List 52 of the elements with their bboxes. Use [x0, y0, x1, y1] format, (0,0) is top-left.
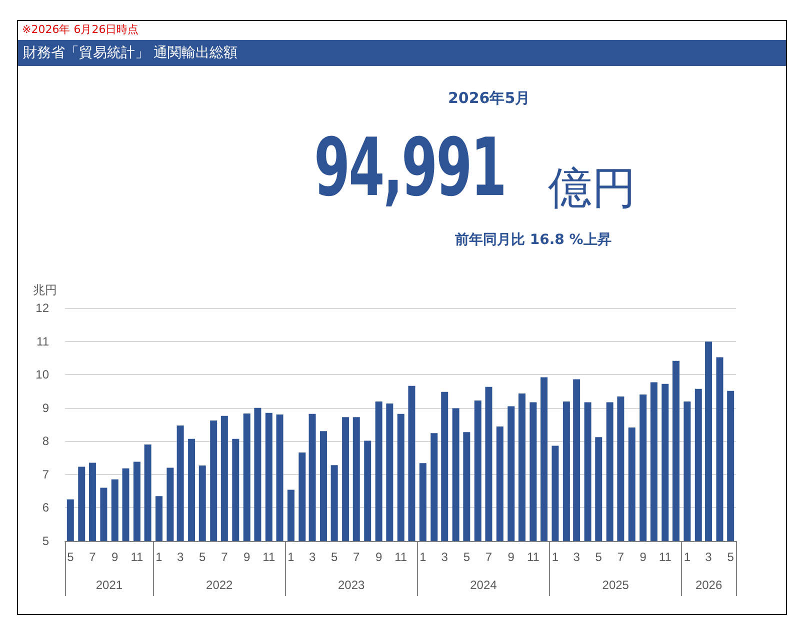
y-tick-label: 7: [42, 467, 50, 482]
y-tick-label: 5: [42, 534, 50, 548]
x-tick-label: 7: [221, 550, 228, 564]
y-tick-label: 10: [36, 368, 50, 382]
x-tick-label: 3: [573, 550, 580, 564]
chart-subtitle: ※2026年 6月26日時点: [22, 22, 139, 37]
y-tick-label: 9: [42, 400, 50, 415]
text: 2024: [470, 578, 498, 592]
y-tick-label: 12: [36, 301, 50, 315]
x-tick-label: 9: [508, 550, 515, 564]
text: 2025: [602, 578, 630, 592]
x-tick-label: 1: [552, 550, 559, 564]
x-tick-label: 7: [353, 550, 360, 564]
x-tick-label: 11: [658, 550, 672, 564]
x-tick-label: 5: [595, 550, 602, 564]
x-tick-label: 5: [330, 550, 338, 564]
x-tick-label: 7: [89, 550, 96, 564]
text: 2026年5月: [448, 89, 530, 108]
x-tick-label: 5: [199, 550, 206, 564]
x-tick-label: 3: [308, 550, 316, 564]
text: 2021: [96, 578, 123, 592]
x-tick-label: 1: [156, 550, 163, 564]
x-tick-label: 1: [420, 550, 427, 564]
x-tick-label: 7: [617, 550, 624, 564]
x-tick-label: 7: [485, 550, 492, 564]
text: 前年同月比 16.8 %上昇: [455, 231, 612, 249]
x-tick-label: 9: [640, 550, 647, 564]
x-tick-label: 5: [67, 550, 74, 564]
text: 2022: [206, 578, 234, 592]
text: 94,991: [314, 121, 506, 214]
x-tick-label: 11: [394, 550, 408, 564]
y-axis-title: 兆円: [33, 283, 57, 297]
y-tick-label: 8: [42, 434, 50, 448]
text: 2023: [338, 578, 365, 592]
x-tick-label: 9: [112, 550, 119, 564]
y-tick-label: 6: [42, 500, 50, 515]
x-tick-label: 5: [463, 550, 470, 564]
x-tick-label: 1: [288, 550, 295, 564]
x-tick-label: 3: [441, 550, 448, 564]
x-tick-label: 11: [526, 550, 540, 564]
x-tick-label: 11: [130, 550, 144, 564]
x-tick-label: 5: [727, 550, 734, 564]
x-tick-label: 9: [244, 550, 251, 564]
text: 2026: [695, 578, 722, 592]
x-tick-label: 3: [176, 550, 184, 564]
x-tick-label: 1: [684, 550, 691, 564]
x-tick-label: 11: [262, 550, 276, 564]
chart-title: 財務省「貿易統計」 通関輸出総額: [23, 45, 238, 61]
text: 億円: [548, 162, 636, 216]
y-tick-label: 11: [36, 334, 50, 348]
x-tick-label: 9: [375, 550, 382, 564]
x-tick-label: 3: [705, 550, 712, 564]
